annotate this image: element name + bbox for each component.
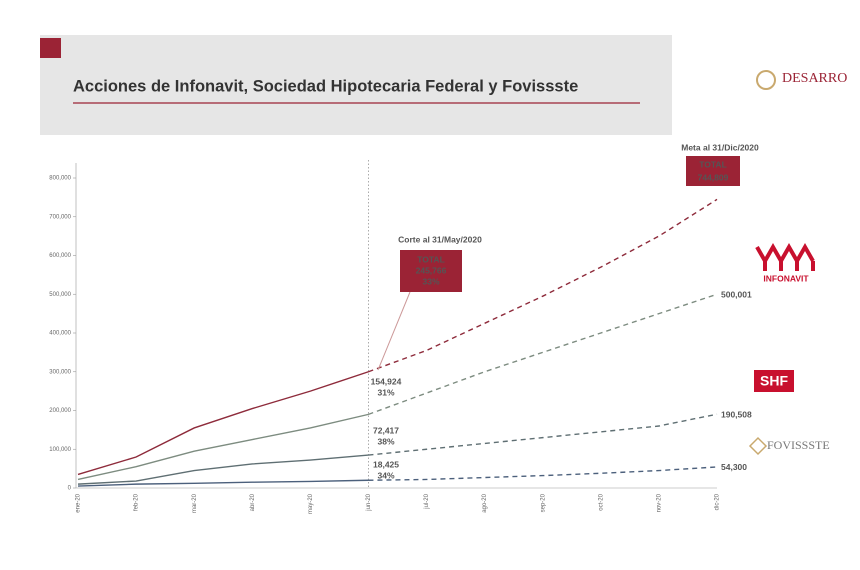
series-line xyxy=(77,479,369,487)
logo-infonavit-mark xyxy=(755,242,815,271)
y-tick-label: 400,000 xyxy=(49,331,71,337)
series-annotation-value: 154,924 xyxy=(371,376,402,386)
series-annotation-value: 72,417 xyxy=(373,425,399,435)
x-tick-label: ago-20 xyxy=(482,493,488,512)
logo-fovissste: FOVISSSTE xyxy=(767,438,830,452)
logo-fovissste-mark xyxy=(748,436,768,456)
x-tick-label: oct-20 xyxy=(598,493,604,510)
x-tick-label: dic-20 xyxy=(715,493,721,510)
x-tick-label: feb-20 xyxy=(134,493,140,511)
projection-line xyxy=(368,413,718,456)
end-label: 500,001 xyxy=(721,289,752,299)
x-tick-label: sep-20 xyxy=(540,493,546,512)
logo-shf-box xyxy=(754,370,794,392)
corte-box-pct: 33% xyxy=(422,276,439,286)
end-label: 54,300 xyxy=(721,462,747,472)
y-tick-label: 800,000 xyxy=(49,176,71,182)
meta-title: Meta al 31/Dic/2020 xyxy=(681,142,759,152)
corte-title: Corte al 31/May/2020 xyxy=(398,234,482,244)
corte-pointer xyxy=(377,291,411,371)
x-tick-label: abr-20 xyxy=(250,493,256,511)
logo-shf: SHF xyxy=(760,373,788,389)
logo-infonavit: INFONAVIT xyxy=(763,273,809,283)
y-tick-label: 500,000 xyxy=(49,292,71,298)
title: Acciones de Infonavit, Sociedad Hipoteca… xyxy=(73,77,578,95)
header-accent xyxy=(40,38,61,58)
y-tick-label: 200,000 xyxy=(49,408,71,414)
corte-box-box: TOTAL xyxy=(417,254,445,264)
projection-line xyxy=(368,198,718,373)
x-tick-label: mar-20 xyxy=(192,493,198,513)
series-annotation-pct: 31% xyxy=(377,387,394,397)
meta-box-value: 744,809 xyxy=(698,172,729,182)
projection-line xyxy=(368,293,718,416)
corte-box xyxy=(400,250,462,292)
brand-emblem xyxy=(756,70,776,90)
y-tick-label: 0 xyxy=(68,486,72,492)
series-line xyxy=(77,413,369,481)
corte-box-value: 245,766 xyxy=(416,265,447,275)
series-annotation-pct: 38% xyxy=(377,436,394,446)
meta-box xyxy=(686,156,740,186)
x-tick-label: jul-20 xyxy=(424,493,430,509)
header-band xyxy=(40,35,672,135)
projection-line xyxy=(368,466,718,481)
series-annotation-pct: 34% xyxy=(377,470,394,480)
y-tick-label: 100,000 xyxy=(49,447,71,453)
y-tick-label: 300,000 xyxy=(49,369,71,375)
y-tick-label: 700,000 xyxy=(49,214,71,220)
series-annotation-value: 18,425 xyxy=(373,459,399,469)
meta-box-title: TOTAL xyxy=(699,159,727,169)
x-tick-label: may-20 xyxy=(308,493,314,514)
series-line xyxy=(77,371,369,476)
x-tick-label: ene-20 xyxy=(76,493,82,512)
x-tick-label: jun-20 xyxy=(366,493,372,511)
y-tick-label: 600,000 xyxy=(49,253,71,259)
x-tick-label: nov-20 xyxy=(656,493,662,512)
brand: DESARRO xyxy=(782,71,847,86)
end-label: 190,508 xyxy=(721,409,752,419)
series-line xyxy=(77,454,369,485)
